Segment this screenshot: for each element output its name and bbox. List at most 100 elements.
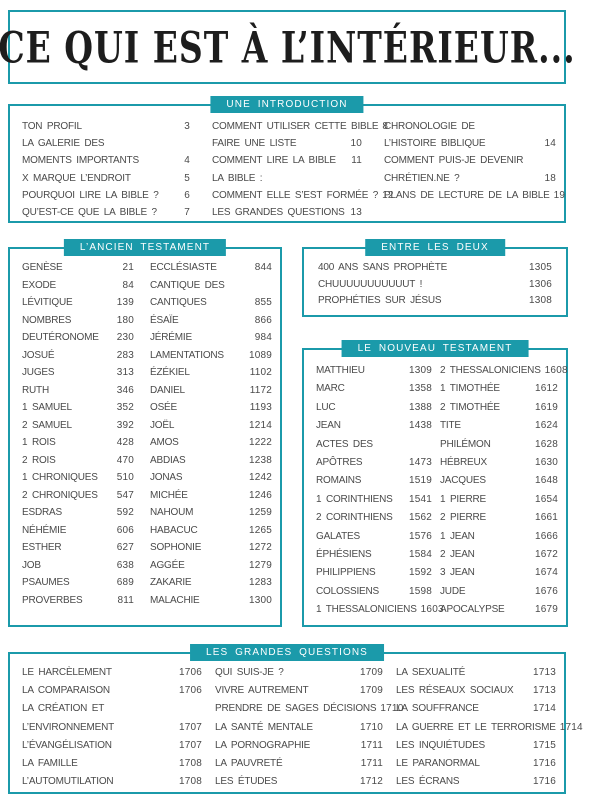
grandes-questions-column-2: QUI SUIS-JE ? 1709 VIVRE AUTREMENT 1709 PREN… (215, 664, 403, 792)
entry-page-number: 1709 (359, 667, 383, 678)
toc-entry: GALATES 1576 (316, 528, 432, 546)
entry-page-number: 1584 (408, 549, 432, 561)
entry-page-number: 180 (116, 314, 134, 326)
toc-entry: PLANS DE LECTURE DE LA BIBLE 19 (384, 187, 565, 204)
toc-entry: HÉBREUX 1630 (440, 454, 558, 472)
section-entre-les-deux: ENTRE LES DEUX 400 ANS SANS PROPHÈTE 1305… (302, 239, 568, 317)
entry-label: ZAKARIE (150, 577, 192, 588)
entry-page-number: 1710 (380, 703, 404, 715)
entry-page-number: 606 (116, 524, 134, 536)
toc-entry: 2 TIMOTHÉE 1619 (440, 399, 558, 417)
entry-label: CHRONOLOGIE DE (384, 121, 475, 132)
section-header-nouveau-testament: LE NOUVEAU TESTAMENT (341, 340, 529, 357)
entry-page-number: 1661 (534, 512, 558, 524)
entry-label: LA COMPARAISON (22, 685, 110, 697)
entry-label: LA CRÉATION ET (22, 703, 105, 715)
entry-label: TITE (440, 420, 461, 432)
entry-page-number: 1473 (408, 457, 432, 469)
entry-label: OSÉE (150, 402, 177, 413)
entry-page-number: 8 (382, 121, 389, 132)
toc-entry: 400 ANS SANS PROPHÈTE 1305 (318, 260, 552, 277)
grandes-questions-columns: LE HARCÈLEMENT 1706 LA COMPARAISON 1706 LA C… (10, 654, 583, 792)
ancien-testament-columns: GENÈSE 21 EXODE 84 LÉVITIQUE 139 NOMBRES 180 DEU… (10, 249, 280, 625)
nouveau-testament-columns: MATTHIEU 1309 MARC 1358 LUC 1388 JEAN 1438 ACTES… (304, 350, 568, 625)
section-header-introduction: UNE INTRODUCTION (210, 96, 364, 113)
entry-page-number: 352 (116, 402, 134, 413)
entry-page-number: 1648 (534, 475, 558, 487)
entry-label: LE PARANORMAL (396, 758, 480, 770)
toc-entry: OSÉE 1193 (150, 399, 272, 417)
entry-label: L’AUTOMUTILATION (22, 776, 114, 788)
toc-entry: JOB 638 (22, 557, 134, 575)
toc-entry: CHUUUUUUUUUUUT ! 1306 (318, 277, 552, 294)
entry-label: APÔTRES (316, 457, 363, 469)
entry-page-number: 1676 (534, 585, 558, 597)
ancien-testament-column-2: ECCLÉSIASTE 844 CANTIQUE DES CANTIQUES 855 ÉS… (150, 259, 272, 625)
toc-entry: TON PROFIL 3 (22, 118, 190, 135)
entry-label: ÉZÉKIEL (150, 367, 190, 378)
entry-page-number: 11 (351, 155, 362, 167)
toc-entry: 1 CORINTHIENS 1541 (316, 491, 432, 509)
entry-page-number: 470 (116, 454, 134, 466)
entry-page-number: 1714 (559, 721, 583, 733)
entry-page-number: 1713 (532, 667, 556, 678)
toc-entry: AMOS 1222 (150, 434, 272, 452)
section-header-grandes-questions: LES GRANDES QUESTIONS (190, 644, 384, 661)
entry-label: DEUTÉRONOME (22, 332, 99, 343)
entry-label: CHRÉTIEN.NE ? (384, 172, 460, 184)
entry-label: COMMENT LIRE LA BIBLE (212, 155, 336, 167)
section-header-entre-les-deux: ENTRE LES DEUX (365, 239, 505, 256)
entry-page-number: 1654 (534, 493, 558, 505)
toc-entry: JEAN 1438 (316, 417, 432, 435)
toc-entry: 1 SAMUEL 352 (22, 399, 134, 417)
entry-page-number: 1222 (248, 437, 272, 448)
entry-label: 2 PIERRE (440, 512, 486, 524)
toc-entry: LES RÉSEAUX SOCIAUX 1713 (396, 682, 556, 700)
toc-entry: LÉVITIQUE 139 (22, 294, 134, 312)
toc-entry: ESTHER 627 (22, 539, 134, 557)
entry-page-number: 13 (350, 207, 362, 219)
toc-entry: PHILÉMON 1628 (440, 436, 558, 454)
entry-page-number: 1246 (248, 489, 272, 501)
entry-page-number: 21 (122, 262, 134, 273)
entry-label: CHUUUUUUUUUUUT ! (318, 278, 423, 290)
entry-page-number: 1576 (408, 530, 432, 542)
toc-entry: JÉRÉMIE 984 (150, 329, 272, 347)
entry-page-number: 811 (117, 594, 134, 606)
entry-page-number: 689 (116, 577, 134, 588)
entry-page-number: 1279 (248, 559, 272, 571)
entry-label: QUI SUIS-JE ? (215, 667, 284, 678)
entry-label: LA PAUVRETÉ (215, 758, 283, 770)
entry-label: 2 CHRONIQUES (22, 489, 98, 501)
entry-label: PHILÉMON (440, 438, 491, 450)
entry-page-number: 1541 (408, 493, 432, 505)
entry-label: 1 JEAN (440, 530, 475, 542)
entry-label: LA GALERIE DES (22, 138, 105, 150)
entry-label: ESDRAS (22, 507, 62, 518)
entry-label: ÉSAÏE (150, 314, 179, 326)
toc-entry: LA CRÉATION ET (22, 700, 202, 718)
entry-page-number: 1619 (534, 401, 558, 413)
toc-entry: CHRONOLOGIE DE (384, 118, 556, 135)
entry-page-number: 1715 (532, 739, 556, 751)
entry-label: QU’EST-CE QUE LA BIBLE ? (22, 207, 157, 219)
entry-label: X MARQUE L’ENDROIT (22, 172, 131, 184)
toc-entry: POURQUOI LIRE LA BIBLE ? 6 (22, 187, 190, 204)
entry-page-number: 1708 (178, 758, 202, 770)
entry-page-number: 1283 (248, 577, 272, 588)
entry-label: 3 JEAN (440, 567, 475, 579)
toc-entry: 2 PIERRE 1661 (440, 509, 558, 527)
entry-label: 1 PIERRE (440, 493, 486, 505)
toc-entry: MARC 1358 (316, 380, 432, 398)
toc-entry: PRENDRE DE SAGES DÉCISIONS 1710 (215, 700, 403, 718)
toc-entry: DANIEL 1172 (150, 382, 272, 400)
entry-label: PROVERBES (22, 594, 83, 606)
section-ancien-testament: L’ANCIEN TESTAMENT GENÈSE 21 EXODE 84 LÉVITI… (8, 239, 282, 627)
entry-label: LES GRANDES QUESTIONS (212, 207, 345, 219)
entry-page-number: 1628 (534, 438, 558, 450)
entry-label: CANTIQUES (150, 297, 207, 308)
toc-entry: ABDIAS 1238 (150, 452, 272, 470)
entry-page-number: 1709 (359, 685, 383, 697)
entry-label: FAIRE UNE LISTE (212, 138, 297, 150)
section-introduction: UNE INTRODUCTION TON PROFIL 3 LA GALERIE D… (8, 96, 566, 223)
